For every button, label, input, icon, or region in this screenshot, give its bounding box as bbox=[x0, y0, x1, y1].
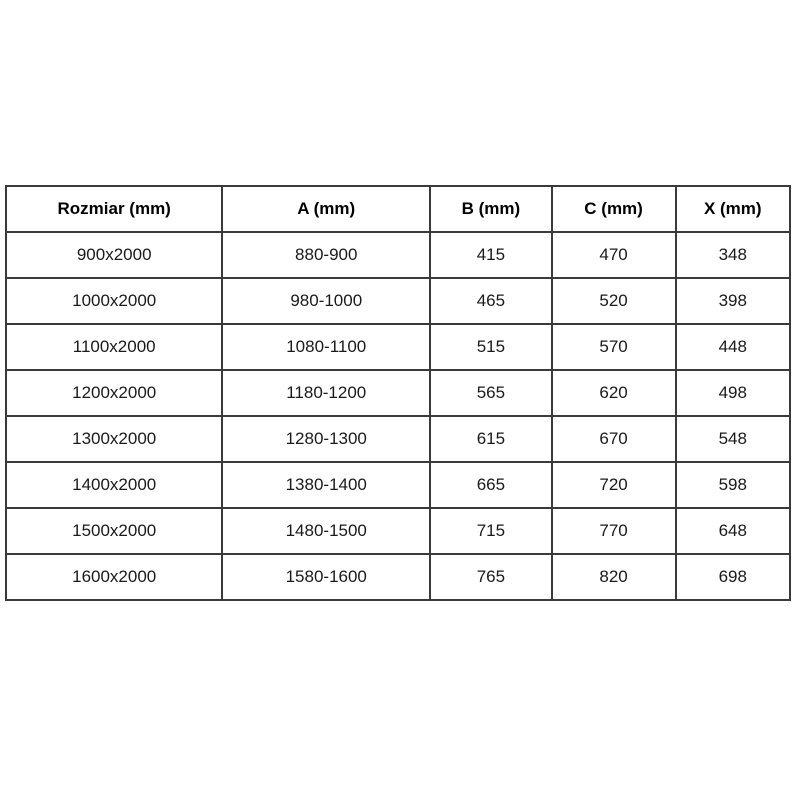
table-cell: 900x2000 bbox=[4, 231, 224, 279]
table-cell: 1280-1300 bbox=[221, 415, 432, 463]
table-header-row: Rozmiar (mm) A (mm) B (mm) C (mm) X (mm) bbox=[4, 185, 791, 233]
table-cell: 1000x2000 bbox=[4, 277, 224, 325]
table-cell: 498 bbox=[674, 369, 791, 417]
table-cell: 398 bbox=[674, 277, 791, 325]
table-cell: 1300x2000 bbox=[4, 415, 224, 463]
table-cell: 470 bbox=[550, 231, 677, 279]
header-cell-b: B (mm) bbox=[429, 185, 553, 233]
table-cell: 980-1000 bbox=[221, 277, 432, 325]
table-cell: 770 bbox=[550, 507, 677, 555]
table-cell: 548 bbox=[674, 415, 791, 463]
table-cell: 348 bbox=[674, 231, 791, 279]
table-cell: 1600x2000 bbox=[4, 553, 224, 601]
table-cell: 565 bbox=[429, 369, 553, 417]
table-cell: 615 bbox=[429, 415, 553, 463]
table-row: 1500x2000 1480-1500 715 770 648 bbox=[4, 507, 791, 555]
header-cell-rozmiar: Rozmiar (mm) bbox=[4, 185, 224, 233]
table-cell: 465 bbox=[429, 277, 553, 325]
table-cell: 715 bbox=[429, 507, 553, 555]
table-row: 1400x2000 1380-1400 665 720 598 bbox=[4, 461, 791, 509]
table-cell: 515 bbox=[429, 323, 553, 371]
header-cell-a: A (mm) bbox=[221, 185, 432, 233]
table-cell: 1580-1600 bbox=[221, 553, 432, 601]
table-cell: 765 bbox=[429, 553, 553, 601]
table-cell: 1400x2000 bbox=[4, 461, 224, 509]
table-row: 1000x2000 980-1000 465 520 398 bbox=[4, 277, 791, 325]
table-cell: 1100x2000 bbox=[4, 323, 224, 371]
table-cell: 1480-1500 bbox=[221, 507, 432, 555]
table-cell: 1500x2000 bbox=[4, 507, 224, 555]
header-cell-c: C (mm) bbox=[550, 185, 677, 233]
table-cell: 448 bbox=[674, 323, 791, 371]
table-cell: 520 bbox=[550, 277, 677, 325]
table-row: 1600x2000 1580-1600 765 820 698 bbox=[4, 553, 791, 601]
table-cell: 598 bbox=[674, 461, 791, 509]
table-cell: 1380-1400 bbox=[221, 461, 432, 509]
table-cell: 880-900 bbox=[221, 231, 432, 279]
table-cell: 670 bbox=[550, 415, 677, 463]
table-cell: 1200x2000 bbox=[4, 369, 224, 417]
table-cell: 1080-1100 bbox=[221, 323, 432, 371]
table-cell: 648 bbox=[674, 507, 791, 555]
table-row: 1200x2000 1180-1200 565 620 498 bbox=[4, 369, 791, 417]
table-cell: 1180-1200 bbox=[221, 369, 432, 417]
table-cell: 570 bbox=[550, 323, 677, 371]
table-row: 1300x2000 1280-1300 615 670 548 bbox=[4, 415, 791, 463]
table-cell: 698 bbox=[674, 553, 791, 601]
size-table: Rozmiar (mm) A (mm) B (mm) C (mm) X (mm)… bbox=[4, 185, 791, 601]
table-cell: 665 bbox=[429, 461, 553, 509]
table-row: 900x2000 880-900 415 470 348 bbox=[4, 231, 791, 279]
table-cell: 820 bbox=[550, 553, 677, 601]
table-row: 1100x2000 1080-1100 515 570 448 bbox=[4, 323, 791, 371]
table-cell: 620 bbox=[550, 369, 677, 417]
table-cell: 415 bbox=[429, 231, 553, 279]
header-cell-x: X (mm) bbox=[674, 185, 791, 233]
table-cell: 720 bbox=[550, 461, 677, 509]
